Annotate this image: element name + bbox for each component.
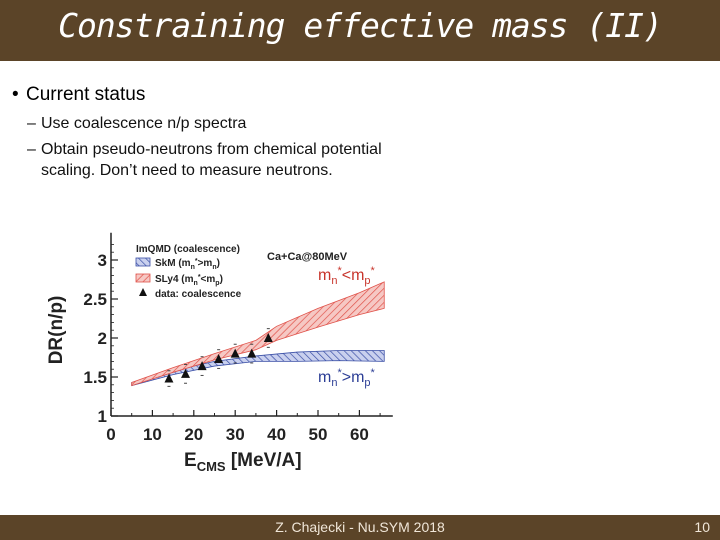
title-bar xyxy=(0,0,720,61)
data-point xyxy=(263,333,273,342)
legend-swatch-skm xyxy=(135,257,151,267)
legend-label-data: data: coalescence xyxy=(155,289,242,300)
y-tick-label: 1.5 xyxy=(83,368,107,387)
legend-swatch-sly4 xyxy=(135,273,151,283)
x-tick-label: 30 xyxy=(226,425,245,444)
bullet-text: Current status xyxy=(26,84,146,105)
sub-bullet-coalescence: – Use coalescence n/p spectra xyxy=(27,113,246,134)
footer-bar xyxy=(0,515,720,540)
dash: – xyxy=(27,141,36,158)
bullet-current-status: • Current status xyxy=(12,84,145,106)
system-label: Ca+Ca@80MeV xyxy=(267,251,348,263)
data-point xyxy=(164,373,174,383)
x-tick-label: 50 xyxy=(309,425,328,444)
annotation-mn-gt-mp: mn*>mp* xyxy=(318,367,376,389)
slide-title: Constraining effective mass (II) xyxy=(58,6,663,45)
axis-ticks: 0 10 20 30 40 50 60 1 1.5 2 2.5 3 xyxy=(83,243,381,444)
legend-marker-data xyxy=(139,288,147,296)
data-point xyxy=(214,354,224,364)
sub-bullet-text: Use coalescence n/p spectra xyxy=(41,115,247,132)
data-points xyxy=(164,328,273,387)
x-tick-label: 0 xyxy=(106,425,115,444)
bullet-dot: • xyxy=(12,84,19,105)
x-axis-label-main: E xyxy=(184,450,197,471)
legend-label-sly4: SLy4 (mn*<mp) xyxy=(155,274,223,287)
data-point xyxy=(197,361,207,371)
sub-bullet-pseudo-neutrons: – Obtain pseudo-neutrons from chemical po… xyxy=(27,139,457,181)
footer-text: Z. Chajecki - Nu.SYM 2018 xyxy=(275,519,445,535)
x-axis-label-unit: [MeV/A] xyxy=(226,450,302,471)
data-point xyxy=(230,348,240,358)
data-point xyxy=(247,348,257,358)
page-number: 10 xyxy=(694,519,710,535)
y-tick-label: 1 xyxy=(98,407,107,426)
dash: – xyxy=(27,115,36,132)
x-tick-label: 40 xyxy=(267,425,286,444)
x-axis-label: ECMS [MeV/A] xyxy=(184,450,302,474)
y-tick-label: 2 xyxy=(98,329,107,348)
sub-bullet-text-cont: scaling. Don’t need to measure neutrons. xyxy=(41,162,333,179)
y-tick-label: 2.5 xyxy=(83,290,107,309)
x-tick-label: 20 xyxy=(184,425,203,444)
legend-title: ImQMD (coalescence) xyxy=(136,244,240,255)
x-axis-label-sub: CMS xyxy=(197,459,226,474)
annotation-mn-lt-mp: mn*<mp* xyxy=(318,265,376,287)
data-point xyxy=(181,368,191,378)
x-tick-label: 10 xyxy=(143,425,162,444)
x-tick-label: 60 xyxy=(350,425,369,444)
y-axis-label: DR(n/p) xyxy=(46,296,67,365)
legend-label-skm: SkM (mn*>mn) xyxy=(155,258,220,271)
sub-bullet-text: Obtain pseudo-neutrons from chemical pot… xyxy=(41,141,382,158)
y-tick-label: 3 xyxy=(98,251,107,270)
